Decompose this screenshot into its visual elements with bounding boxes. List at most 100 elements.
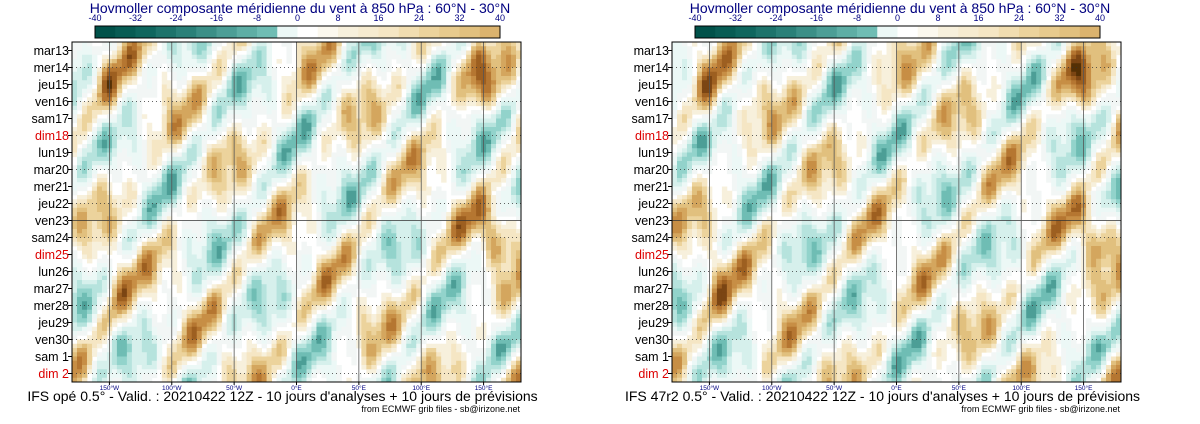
heatmap-cell (86, 71, 93, 77)
heatmap-cell (306, 148, 312, 153)
heatmap-cell (91, 127, 98, 132)
heatmap-cell (496, 46, 502, 51)
heatmap-cell (151, 241, 158, 247)
heatmap-cell (111, 207, 118, 213)
heatmap-cell (326, 288, 332, 294)
heatmap-cell (276, 173, 282, 179)
heatmap-cell (256, 280, 262, 285)
heatmap-cell (221, 258, 228, 264)
heatmap-cell (471, 271, 477, 277)
heatmap-cell (86, 127, 93, 132)
heatmap-cell (496, 161, 502, 166)
heatmap-cell (511, 182, 517, 187)
heatmap-cell (491, 254, 497, 260)
heatmap-cell (72, 139, 78, 145)
heatmap-cell (261, 59, 267, 64)
heatmap-cell (76, 263, 83, 268)
heatmap-cell (446, 284, 452, 289)
heatmap-cell (316, 263, 322, 268)
heatmap-cell (441, 63, 447, 68)
heatmap-cell (396, 305, 402, 311)
heatmap-cell (291, 212, 297, 217)
heatmap-cell (501, 84, 507, 90)
heatmap-cell (221, 139, 228, 145)
heatmap-cell (186, 190, 193, 196)
heatmap-cell (321, 173, 327, 179)
heatmap-cell (341, 63, 347, 68)
heatmap-cell (311, 46, 317, 51)
heatmap-cell (506, 101, 512, 107)
heatmap-cell (391, 305, 397, 311)
heatmap-cell (476, 250, 482, 255)
heatmap-cell (226, 229, 233, 234)
heatmap-cell (361, 233, 367, 238)
heatmap-cell (126, 93, 133, 98)
heatmap-cell (176, 67, 183, 73)
heatmap-cell (296, 105, 302, 111)
heatmap-cell (126, 220, 133, 226)
heatmap-cell (276, 165, 282, 170)
heatmap-cell (86, 224, 93, 230)
heatmap-cell (341, 131, 347, 136)
heatmap-cell (406, 305, 412, 311)
heatmap-cell (366, 169, 372, 175)
heatmap-cell (266, 233, 272, 238)
heatmap-cell (116, 148, 123, 153)
heatmap-cell (506, 229, 512, 234)
heatmap-cell (291, 122, 297, 128)
heatmap-cell (426, 305, 432, 311)
heatmap-cell (406, 173, 412, 179)
heatmap-cell (216, 127, 223, 132)
heatmap-cell (72, 241, 78, 247)
heatmap-cell (316, 207, 322, 213)
heatmap-cell (271, 224, 277, 230)
heatmap-cell (516, 297, 522, 302)
heatmap-cell (316, 237, 322, 243)
heatmap-cell (266, 131, 272, 136)
heatmap-cell (306, 203, 312, 209)
heatmap-cell (131, 250, 138, 255)
heatmap-cell (266, 275, 272, 281)
heatmap-cell (416, 165, 422, 170)
heatmap-cell (396, 212, 402, 217)
heatmap-cell (516, 195, 522, 200)
heatmap-cell (121, 237, 128, 243)
heatmap-cell (176, 305, 183, 311)
heatmap-cell (366, 84, 372, 90)
heatmap-cell (426, 263, 432, 268)
heatmap-cell (321, 169, 327, 175)
heatmap-cell (206, 50, 213, 56)
heatmap-cell (81, 93, 88, 98)
heatmap-cell (491, 152, 497, 158)
heatmap-cell (411, 203, 417, 209)
heatmap-cell (306, 139, 312, 145)
heatmap-cell (316, 241, 322, 247)
heatmap-cell (72, 42, 78, 47)
heatmap-cell (506, 169, 512, 175)
heatmap-cell (501, 233, 507, 238)
heatmap-cell (166, 254, 173, 260)
heatmap-cell (421, 250, 427, 255)
heatmap-cell (511, 173, 517, 179)
heatmap-cell (381, 88, 387, 94)
heatmap-cell (381, 224, 387, 230)
heatmap-cell (491, 50, 497, 56)
heatmap-cell (201, 199, 208, 204)
heatmap-cell (451, 165, 457, 170)
heatmap-cell (436, 258, 442, 264)
heatmap-cell (451, 258, 457, 264)
heatmap-cell (116, 212, 123, 217)
heatmap-cell (176, 71, 183, 77)
heatmap-cell (251, 101, 257, 107)
heatmap-cell (161, 178, 168, 183)
heatmap-cell (366, 305, 372, 311)
heatmap-cell (386, 246, 392, 251)
heatmap-cell (266, 254, 272, 260)
heatmap-cell (281, 292, 287, 298)
heatmap-cell (361, 118, 367, 124)
heatmap-cell (466, 97, 472, 102)
heatmap-cell (146, 292, 153, 298)
heatmap-cell (206, 156, 213, 162)
heatmap-cell (496, 297, 502, 302)
heatmap-cell (151, 284, 158, 289)
